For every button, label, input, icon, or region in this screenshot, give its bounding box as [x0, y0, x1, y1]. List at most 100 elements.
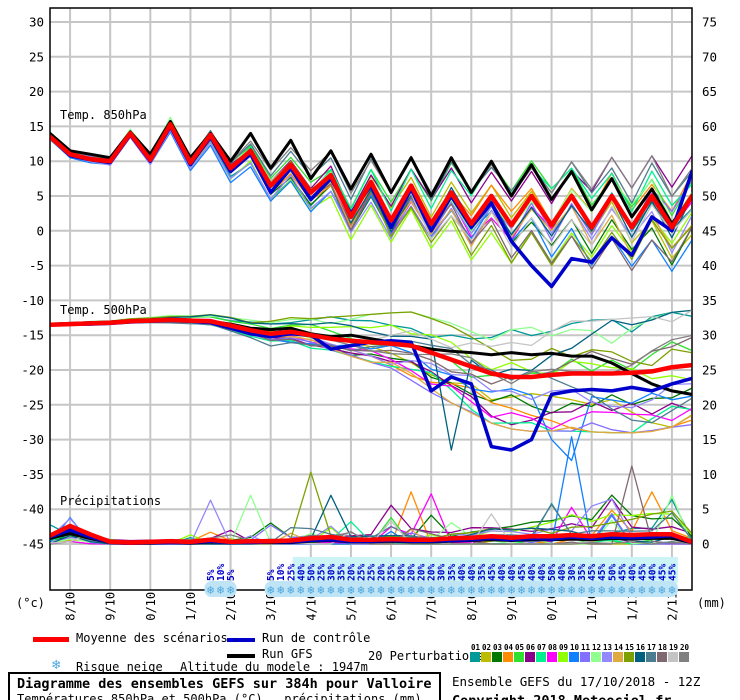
left-axis-tick-label: 10 — [29, 154, 44, 169]
perturbation-square — [613, 652, 623, 662]
snowflake-icon: ❄ — [408, 583, 415, 597]
title-box: Diagramme des ensembles GEFS sur 384h po… — [8, 672, 441, 700]
right-axis-tick-label: 0 — [702, 537, 710, 552]
snow-percent-label: 20% — [377, 564, 388, 581]
snow-percent-label: 40% — [467, 564, 478, 581]
snow-percent-label: 45% — [657, 564, 668, 581]
left-axis-tick-label: -40 — [21, 502, 44, 517]
snow-percent-label: 25% — [286, 564, 297, 581]
perturbation-number: 02 — [481, 643, 492, 652]
right-axis-tick-label: 50 — [702, 189, 717, 204]
perturbation-number: 16 — [635, 643, 646, 652]
snowflake-icon: ❄ — [518, 583, 525, 597]
run-info: Ensemble GEFS du 17/10/2018 - 12Z — [452, 674, 701, 689]
ensemble-chart: 302520151050-5-10-15-20-25-30-35-40-4575… — [16, 7, 726, 628]
snowflake-icon: ❄ — [347, 583, 354, 597]
date-tick-label: 19/10 — [104, 592, 118, 620]
perturbation-number: 15 — [624, 643, 635, 652]
legend-gfs-label: Run GFS — [262, 647, 313, 661]
right-axis-tick-label: 5 — [702, 502, 710, 517]
right-axis-unit: (mm) — [697, 596, 726, 610]
panel-label-t500: Temp. 500hPa — [60, 303, 147, 317]
snow-percent-label: 40% — [457, 564, 468, 581]
snow-percent-label: 40% — [296, 564, 307, 581]
panel-label-precip: Précipitations — [60, 494, 161, 508]
gfs-line-swatch — [227, 654, 255, 658]
perturbation-number: 11 — [580, 643, 591, 652]
snow-percent-label: 40% — [627, 564, 638, 581]
snow-percent-label: 25% — [367, 564, 378, 581]
snow-percent-label: 35% — [336, 564, 347, 581]
snowflake-icon: ❄ — [418, 583, 425, 597]
mean-line — [50, 523, 692, 545]
left-axis-tick-label: 30 — [29, 15, 44, 30]
snow-percent-label: 50% — [547, 564, 558, 581]
snow-percent-label: 20% — [427, 564, 438, 581]
left-axis-tick-label: 20 — [29, 84, 44, 99]
left-axis-tick-label: -15 — [21, 328, 44, 343]
date-tick-label: 25/10 — [344, 592, 358, 620]
snowflake-icon: ❄ — [468, 583, 475, 597]
date-tick-label: 27/10 — [425, 592, 439, 620]
legend-footer: Moyenne des scénarios Run de contrôle Ru… — [0, 624, 740, 700]
perturbation-square — [569, 652, 579, 662]
ensemble-member-line — [50, 129, 692, 254]
snowflake-icon: ❄ — [438, 583, 445, 597]
snow-percent-label: 40% — [507, 564, 518, 581]
snow-percent-label: 20% — [346, 564, 357, 581]
right-axis-tick-label: 10 — [702, 467, 717, 482]
snow-percent-label: 30% — [326, 564, 337, 581]
date-tick-label: 01/11 — [625, 592, 639, 620]
snowflake-icon: ❄ — [357, 583, 364, 597]
perturbation-number: 12 — [591, 643, 602, 652]
date-tick-label: 23/10 — [264, 592, 278, 620]
perturbation-square — [514, 652, 524, 662]
snow-percent-label: 45% — [517, 564, 528, 581]
snow-percent-label: 25% — [316, 564, 327, 581]
date-tick-label: 29/10 — [505, 592, 519, 620]
snowflake-icon: ❄ — [498, 583, 505, 597]
snowflake-icon: ❄ — [448, 583, 455, 597]
perturbation-color-squares — [470, 652, 690, 662]
snowflake-icon: ❄ — [528, 583, 535, 597]
snowflake-icon: ❄ — [578, 583, 585, 597]
altitude-label: Altitude du modele : 1947m — [180, 660, 368, 674]
right-axis-tick-label: 70 — [702, 49, 717, 64]
snowflake-icon: ❄ — [558, 583, 565, 597]
ensemble-member-line — [50, 309, 692, 451]
snowflake-icon: ❄ — [458, 583, 465, 597]
control-line-swatch — [227, 638, 255, 642]
left-axis-tick-label: -5 — [29, 258, 44, 273]
snowflake-icon: ❄ — [628, 583, 635, 597]
perturbation-number: 06 — [525, 643, 536, 652]
perturbation-number: 03 — [492, 643, 503, 652]
left-axis-tick-label: 15 — [29, 119, 44, 134]
date-tick-label: 28/10 — [465, 592, 479, 620]
left-axis-tick-label: 25 — [29, 49, 44, 64]
snowflake-icon: ❄ — [307, 583, 314, 597]
chart-subtitle: Températures 850hPa et 500hPa (°C) , pré… — [17, 692, 422, 700]
perturbation-number: 05 — [514, 643, 525, 652]
snowflake-icon: ❄ — [297, 583, 304, 597]
snow-percent-label: 45% — [617, 564, 628, 581]
date-tick-label: 26/10 — [385, 592, 399, 620]
right-axis-tick-label: 45 — [702, 223, 717, 238]
snowflake-icon: ❄ — [648, 583, 655, 597]
snow-percent-label: 40% — [647, 564, 658, 581]
date-tick-label: 24/10 — [304, 592, 318, 620]
date-tick-label: 02/11 — [665, 592, 679, 620]
perturbation-number: 17 — [646, 643, 657, 652]
snow-percent-label: 20% — [397, 564, 408, 581]
left-axis-unit: (°c) — [16, 596, 45, 610]
mean-line — [50, 317, 692, 380]
right-axis-tick-label: 40 — [702, 258, 717, 273]
snowflake-icon: ❄ — [538, 583, 545, 597]
snowflake-icon: ❄ — [217, 583, 224, 597]
snow-band — [204, 581, 237, 597]
perturbation-number: 07 — [536, 643, 547, 652]
mean-line-swatch — [33, 637, 69, 642]
date-tick-label: 18/10 — [64, 592, 78, 620]
snow-percent-label: 40% — [537, 564, 548, 581]
snow-percent-label: 50% — [607, 564, 618, 581]
right-axis-tick-label: 65 — [702, 84, 717, 99]
